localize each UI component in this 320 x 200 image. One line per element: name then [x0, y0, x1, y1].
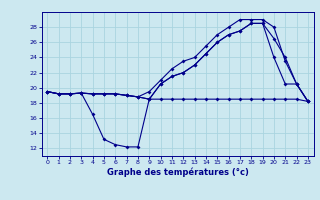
X-axis label: Graphe des températures (°c): Graphe des températures (°c)	[107, 168, 249, 177]
